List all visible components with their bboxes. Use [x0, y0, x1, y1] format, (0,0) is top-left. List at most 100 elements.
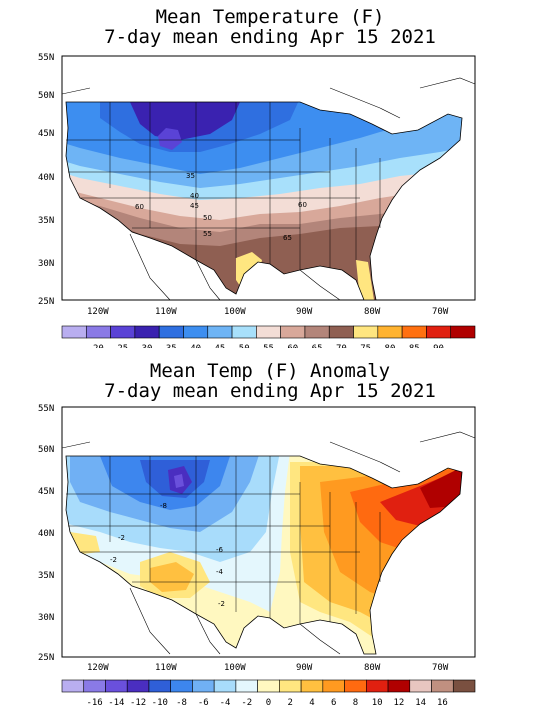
panel2-us-outline — [65, 455, 463, 655]
panel1-map-svg: 35 40 45 50 55 60 60 65 55N 50N 45N 40N … — [38, 53, 476, 348]
panel1-contour-label: 50 — [203, 214, 212, 222]
colorbar-label: -4 — [220, 698, 231, 707]
panel2-lon-axis: 120W 110W 100W 90W 80W 70W — [87, 663, 449, 673]
lon-label: 80W — [364, 663, 381, 673]
colorbar-label: 10 — [372, 698, 383, 707]
colorbar-swatch — [183, 325, 209, 339]
colorbar-swatch — [377, 325, 403, 339]
colorbar-label: 85 — [409, 344, 420, 348]
lat-label: 25N — [38, 297, 54, 307]
panel1-colorbar: 20 25 30 35 40 45 50 55 60 65 70 75 80 85 90 — [61, 325, 476, 348]
lon-label: 70W — [432, 663, 449, 673]
colorbar-swatch — [450, 325, 476, 339]
colorbar-swatch — [134, 325, 160, 339]
colorbar-swatch — [231, 325, 257, 339]
colorbar-label: 55 — [263, 344, 274, 348]
colorbar-swatch — [353, 325, 379, 339]
lon-label: 100W — [224, 307, 246, 317]
colorbar-swatch — [207, 325, 233, 339]
colorbar-swatch — [431, 679, 454, 693]
colorbar-swatch — [148, 679, 171, 693]
panel2-lat-axis: 55N 50N 45N 40N 35N 30N 25N — [38, 404, 54, 663]
lon-label: 90W — [296, 307, 313, 317]
panel1-contour-label: 65 — [283, 234, 292, 242]
lat-label: 40N — [38, 529, 54, 539]
lat-label: 55N — [38, 404, 54, 414]
lat-label: 35N — [38, 571, 54, 581]
colorbar-swatch — [257, 679, 280, 693]
colorbar-swatch — [83, 679, 106, 693]
panel1-contour-label: 35 — [186, 172, 195, 180]
colorbar-label: -16 — [86, 698, 102, 707]
colorbar-swatch — [170, 679, 193, 693]
lat-label: 50N — [38, 445, 54, 455]
colorbar-swatch — [409, 679, 432, 693]
colorbar-swatch — [105, 679, 128, 693]
colorbar-swatch — [426, 325, 452, 339]
colorbar-swatch — [344, 679, 367, 693]
colorbar-label: 80 — [385, 344, 396, 348]
colorbar-label: -14 — [108, 698, 124, 707]
lon-label: 120W — [87, 663, 109, 673]
colorbar-label: -12 — [130, 698, 146, 707]
panel1-us-outline — [65, 101, 463, 301]
colorbar-swatch — [322, 679, 345, 693]
panel1-contour-label: 45 — [190, 202, 199, 210]
colorbar-label: 8 — [353, 698, 358, 707]
panel1-lat-axis: 55N 50N 45N 40N 35N 30N 25N — [38, 53, 54, 307]
panel2-map-svg: -8 -6 -4 -2 -2 -2 55N 50N 45N 40N 35N 30… — [38, 404, 476, 707]
panel1-title-line1: Mean Temperature (F) — [155, 6, 385, 28]
panel1-contour-label: 60 — [298, 201, 307, 209]
colorbar-label: 25 — [117, 344, 128, 348]
colorbar-label: 50 — [239, 344, 250, 348]
colorbar-swatch — [126, 679, 150, 693]
panel1-lon-axis: 120W 110W 100W 90W 80W 70W — [87, 307, 449, 317]
colorbar-swatch — [235, 679, 258, 693]
panel2-contour-label: -2 — [218, 600, 225, 608]
lat-label: 30N — [38, 259, 54, 269]
colorbar-label: 0 — [266, 698, 271, 707]
colorbar-label: 90 — [433, 344, 444, 348]
colorbar-swatch — [300, 679, 324, 693]
lon-label: 90W — [296, 663, 313, 673]
colorbar-swatch — [85, 325, 111, 339]
colorbar-swatch — [328, 325, 354, 339]
colorbar-swatch — [192, 679, 215, 693]
colorbar-swatch — [401, 325, 427, 339]
colorbar-label: 45 — [214, 344, 225, 348]
panel2-title-line1: Mean Temp (F) Anomaly — [149, 360, 391, 382]
colorbar-swatch — [256, 325, 281, 339]
colorbar-swatch — [61, 325, 87, 339]
colorbar-label: -10 — [152, 698, 168, 707]
colorbar-swatch — [61, 679, 85, 693]
colorbar-swatch — [213, 679, 237, 693]
lon-label: 100W — [224, 663, 246, 673]
panel2-map: -8 -6 -4 -2 -2 -2 55N 50N 45N 40N 35N 30… — [0, 402, 540, 707]
panel1-border-lines — [61, 77, 476, 301]
colorbar-label: 40 — [190, 344, 201, 348]
lat-label: 40N — [38, 173, 54, 183]
panel2-contour-label: -2 — [118, 534, 125, 542]
colorbar-swatch — [452, 679, 476, 693]
colorbar-label: 65 — [312, 344, 323, 348]
panel1-state-lines — [66, 102, 381, 270]
colorbar-label: 70 — [336, 344, 347, 348]
colorbar-swatch — [110, 325, 136, 339]
colorbar-label: 4 — [309, 698, 314, 707]
panel1-contour-label: 40 — [190, 192, 199, 200]
colorbar-label: 16 — [437, 698, 448, 707]
lat-label: 35N — [38, 216, 54, 226]
lon-label: 70W — [432, 307, 449, 317]
panel2-colorbar: -16 -14 -12 -10 -8 -6 -4 -2 0 2 4 6 8 10 12 14 16 — [61, 679, 476, 707]
panel1-contour-label: 60 — [135, 203, 144, 211]
colorbar-label: 12 — [393, 698, 404, 707]
panel2-title-line2: 7-day mean ending Apr 15 2021 — [104, 380, 436, 402]
lat-label: 30N — [38, 613, 54, 623]
colorbar-label: 75 — [360, 344, 371, 348]
lat-label: 45N — [38, 129, 54, 139]
colorbar-label: 14 — [415, 698, 426, 707]
lat-label: 50N — [38, 91, 54, 101]
colorbar-label: 2 — [288, 698, 293, 707]
lat-label: 25N — [38, 653, 54, 663]
colorbar-label: 35 — [166, 344, 177, 348]
